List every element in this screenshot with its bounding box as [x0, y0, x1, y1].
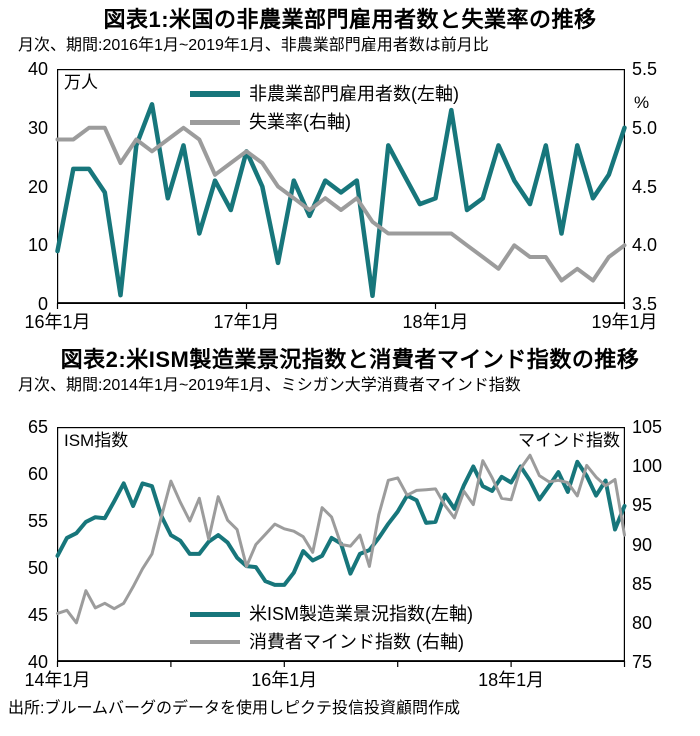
chart-canvas [55, 427, 627, 667]
right-axis-tick-label: 90 [632, 534, 653, 555]
unemployment_rate-line [55, 125, 627, 283]
consumer_sentiment-line [56, 453, 626, 625]
legend-item-unemployment: 失業率(右軸) [190, 111, 459, 133]
sentiment-line-swatch [190, 640, 240, 644]
left-axis-tick-label: 40 [27, 652, 48, 672]
x-axis-tick-label: 18年1月 [402, 312, 469, 332]
figure1-subtitle: 月次、期間:2016年1月~2019年1月、非農業部門雇用者数は前月比 [18, 37, 489, 54]
left-axis-tick-label: 40 [27, 59, 48, 79]
x-axis-tick-label: 14年1月 [24, 670, 91, 690]
unemployment-line-swatch [190, 119, 240, 125]
legend-item-ism: 米ISM製造業景況指数(左軸) [190, 603, 473, 625]
figure1-legend: 非農業部門雇用者数(左軸) 失業率(右軸) [190, 83, 459, 139]
x-axis-tick-label: 18年1月 [478, 670, 545, 690]
nonfarm_payrolls-line [55, 102, 627, 299]
unemployment-legend-label: 失業率(右軸) [249, 112, 351, 132]
left-axis-tick-label: 10 [27, 235, 48, 256]
right-axis-tick-label: 5.0 [632, 117, 658, 138]
chart-canvas [55, 69, 627, 309]
payrolls-legend-label: 非農業部門雇用者数(左軸) [249, 84, 459, 104]
legend-item-payrolls: 非農業部門雇用者数(左軸) [190, 83, 459, 105]
x-axis-tick-label: 17年1月 [213, 312, 280, 332]
left-axis-tick-label: 55 [27, 511, 48, 531]
figure2-legend: 米ISM製造業景況指数(左軸) 消費者マインド指数 (右軸) [190, 603, 473, 659]
figure2-subtitle: 月次、期間:2014年1月~2019年1月、ミシガン大学消費者マインド指数 [18, 377, 521, 394]
figure1-plot-area [55, 69, 627, 309]
left-axis-tick-label: 65 [27, 417, 48, 437]
left-axis-tick-label: 60 [27, 464, 48, 484]
sentiment-legend-label: 消費者マインド指数 (右軸) [249, 632, 464, 652]
left-axis-tick-label: 0 [37, 294, 48, 314]
left-axis-tick-label: 45 [27, 605, 48, 625]
figure2-chart: ISM指数 マインド指数 米ISM製造業景況指数(左軸) 消費者マインド指数 (… [0, 418, 700, 692]
figure2-title: 図表2:米ISM製造業景況指数と消費者マインド指数の推移 [60, 347, 640, 372]
right-axis-tick-label: 4.0 [632, 235, 658, 256]
ism-line-swatch [190, 611, 240, 617]
figure1-chart: 万人 % 非農業部門雇用者数(左軸) 失業率(右軸) 40 30 20 10 0 5.5 5… [0, 60, 700, 334]
source-note: 出所:ブルームバーグのデータを使用しピクテ投信投資顧問作成 [8, 700, 460, 717]
left-axis-tick-label: 30 [27, 117, 48, 138]
figure2-plot-area [55, 427, 627, 667]
right-axis-tick-label: 4.5 [632, 176, 658, 197]
right-axis-tick-label: 85 [632, 573, 653, 594]
ism-legend-label: 米ISM製造業景況指数(左軸) [249, 604, 473, 624]
legend-item-sentiment: 消費者マインド指数 (右軸) [190, 631, 473, 653]
right-axis-tick-label: 75 [632, 652, 653, 672]
figure1-right-axis-unit: % [634, 93, 650, 112]
x-axis-tick-label: 16年1月 [251, 670, 318, 690]
right-axis-tick-label: 80 [632, 612, 653, 633]
right-axis-tick-label: 95 [632, 495, 653, 516]
left-axis-tick-label: 20 [27, 176, 48, 197]
figure2-left-axis-unit: ISM指数 [64, 431, 129, 450]
right-axis-tick-label: 100 [632, 456, 663, 477]
report-page: 図表1:米国の非農業部門雇用者数と失業率の推移 月次、期間:2016年1月~20… [0, 7, 700, 717]
right-axis-tick-label: 3.5 [632, 294, 658, 314]
right-axis-tick-label: 105 [632, 417, 663, 437]
figure1-title: 図表1:米国の非農業部門雇用者数と失業率の推移 [103, 7, 597, 32]
x-axis-tick-label: 16年1月 [24, 312, 91, 332]
right-axis-tick-label: 5.5 [632, 59, 658, 79]
x-axis-tick-label: 19年1月 [591, 312, 658, 332]
payrolls-line-swatch [190, 91, 240, 97]
left-axis-tick-label: 50 [27, 558, 48, 578]
figure2-right-axis-unit: マインド指数 [518, 431, 620, 450]
figure1-left-axis-unit: 万人 [64, 73, 98, 92]
